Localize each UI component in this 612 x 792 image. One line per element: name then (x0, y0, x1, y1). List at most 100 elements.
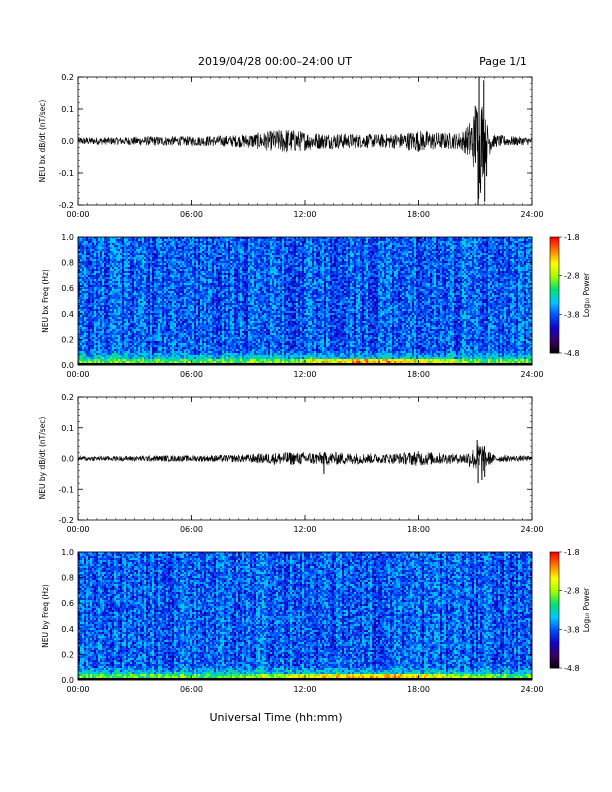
bx-spectrogram-cell (104, 329, 106, 331)
bx-spectrogram-cell (116, 305, 118, 307)
bx-spectrogram-cell (96, 329, 98, 331)
bx-spectrogram-cell (100, 247, 102, 249)
bx-spectrogram-cell (90, 305, 92, 307)
bx-spectrogram-cell (90, 295, 92, 297)
bx-spectrogram-cell (96, 353, 98, 355)
bx-spectrogram-cell (108, 267, 110, 269)
bx-spectrogram-cell (82, 297, 84, 299)
bx-spectrogram-cell (98, 243, 100, 245)
bx-spectrogram-cell (92, 355, 94, 357)
bx-spectrogram-cell (80, 277, 82, 279)
bx-spectrogram-cell (80, 271, 82, 273)
bx-spectrogram-cell (106, 299, 108, 301)
bx-spectrogram-cell (110, 245, 112, 247)
bx-spectrogram-cell (84, 351, 86, 353)
bx-spectrogram-cell (104, 285, 106, 287)
bx-spectrogram-cell (94, 331, 96, 333)
bx-spectrogram-cell (82, 331, 84, 333)
bx-spectrogram-cell (104, 269, 106, 271)
bx-spectrogram-cell (92, 279, 94, 281)
bx-spectrogram-cell (106, 345, 108, 347)
bx-spectrogram-cell (92, 353, 94, 355)
page-indicator: Page 1/1 (479, 55, 527, 68)
bx-spectrogram-cell (90, 313, 92, 315)
bx-spectrogram-cell (94, 319, 96, 321)
bx-spectrogram-cell (84, 349, 86, 351)
bx-spectrogram-cell (102, 291, 104, 293)
bx-spectrogram-cell (102, 273, 104, 275)
bx-spectrogram-cell (110, 241, 112, 243)
bx-spectrogram-cell (104, 341, 106, 343)
bx-spectrogram-cell (80, 289, 82, 291)
bx-spectrogram-cell (94, 327, 96, 329)
bx-spectrogram-cell (82, 275, 84, 277)
bx-spectrogram-cell (104, 251, 106, 253)
bx-spectrogram-cell (116, 253, 118, 255)
bx-spectrogram-cell (102, 351, 104, 353)
bx-spectrogram-cell (100, 263, 102, 265)
bx-spectrogram-cell (88, 315, 90, 317)
bx-spectrogram-cell (104, 249, 106, 251)
bx-spectrogram-cell (86, 241, 88, 243)
bx-spectrogram-cell (80, 329, 82, 331)
bx-spectrogram-cell (98, 333, 100, 335)
bx-spectrogram-cell (90, 269, 92, 271)
bx-spectrogram-cell (90, 357, 92, 359)
bx-spectrogram-cell (82, 361, 84, 363)
bx-spectrogram-cell (98, 331, 100, 333)
bx-spectrogram-cell (102, 333, 104, 335)
bx-spectrogram-cell (106, 251, 108, 253)
bx-spectrogram-cell (108, 343, 110, 345)
bx-spectrogram-cell (88, 269, 90, 271)
bx-spectrogram-cell (108, 261, 110, 263)
bx-spectrogram-cell (96, 315, 98, 317)
bx-spectrogram-cell (102, 327, 104, 329)
bx-spectrogram-cell (100, 281, 102, 283)
bx-spectrogram-cell (102, 251, 104, 253)
bx-spectrogram-cell (110, 305, 112, 307)
bx-spectrogram-cell (82, 341, 84, 343)
bx-spectrogram-cell (114, 323, 116, 325)
bx-spectrogram-cell (84, 253, 86, 255)
panel-bx-dbdt: 0.20.10.0-0.1-0.200:00 06:00 12:00 18:00 24:… (38, 73, 544, 219)
bx-spectrogram-cell (100, 309, 102, 311)
bx-spectrogram-cell (98, 307, 100, 309)
bx-spectrogram-cell (108, 323, 110, 325)
bx-spectrogram-cell (114, 307, 116, 309)
bx-spectrogram-cell (94, 261, 96, 263)
bx-spectrogram-cell (100, 355, 102, 357)
bx-spectrogram-cell (116, 323, 118, 325)
bx-spectrogram-cell (86, 295, 88, 297)
bx-spectrogram-cell (108, 299, 110, 301)
bx-dbdt-xtick-label: 24:00 (520, 210, 543, 219)
bx-dbdt-ytick-label: 0.1 (61, 105, 74, 114)
bx-spectrogram-cell (94, 303, 96, 305)
bx-spectrogram-cell (112, 309, 114, 311)
bx-spectrogram-cell (88, 255, 90, 257)
bx-spectrogram-cell (90, 319, 92, 321)
bx-spectrogram-cell (110, 313, 112, 315)
bx-spectrogram-cell (102, 349, 104, 351)
bx-spectrogram-cell (108, 317, 110, 319)
bx-spectrogram-cell (86, 307, 88, 309)
bx-spectrogram-cell (116, 353, 118, 355)
bx-spectrogram-cell (98, 309, 100, 311)
bx-spectrogram-cell (112, 291, 114, 293)
bx-spectrogram-cell (100, 259, 102, 261)
bx-spectrogram-cell (112, 271, 114, 273)
bx-spectrogram-cell (98, 353, 100, 355)
bx-spectrogram-cell (88, 357, 90, 359)
bx-spectrogram-cell (114, 255, 116, 257)
bx-spectrogram-cell (116, 333, 118, 335)
bx-spectrogram-cell (108, 339, 110, 341)
bx-spectrogram-cell (110, 355, 112, 357)
bx-spectrogram-cell (88, 253, 90, 255)
bx-spectrogram-cell (80, 273, 82, 275)
bx-spectrogram-cell (106, 353, 108, 355)
bx-spectrogram-cell (112, 289, 114, 291)
bx-spectrogram-cell (88, 291, 90, 293)
bx-spectrogram-cell (110, 299, 112, 301)
bx-spectrogram-cell (104, 241, 106, 243)
bx-spectrogram-cell (98, 323, 100, 325)
bx-spectrogram-cell (106, 317, 108, 319)
